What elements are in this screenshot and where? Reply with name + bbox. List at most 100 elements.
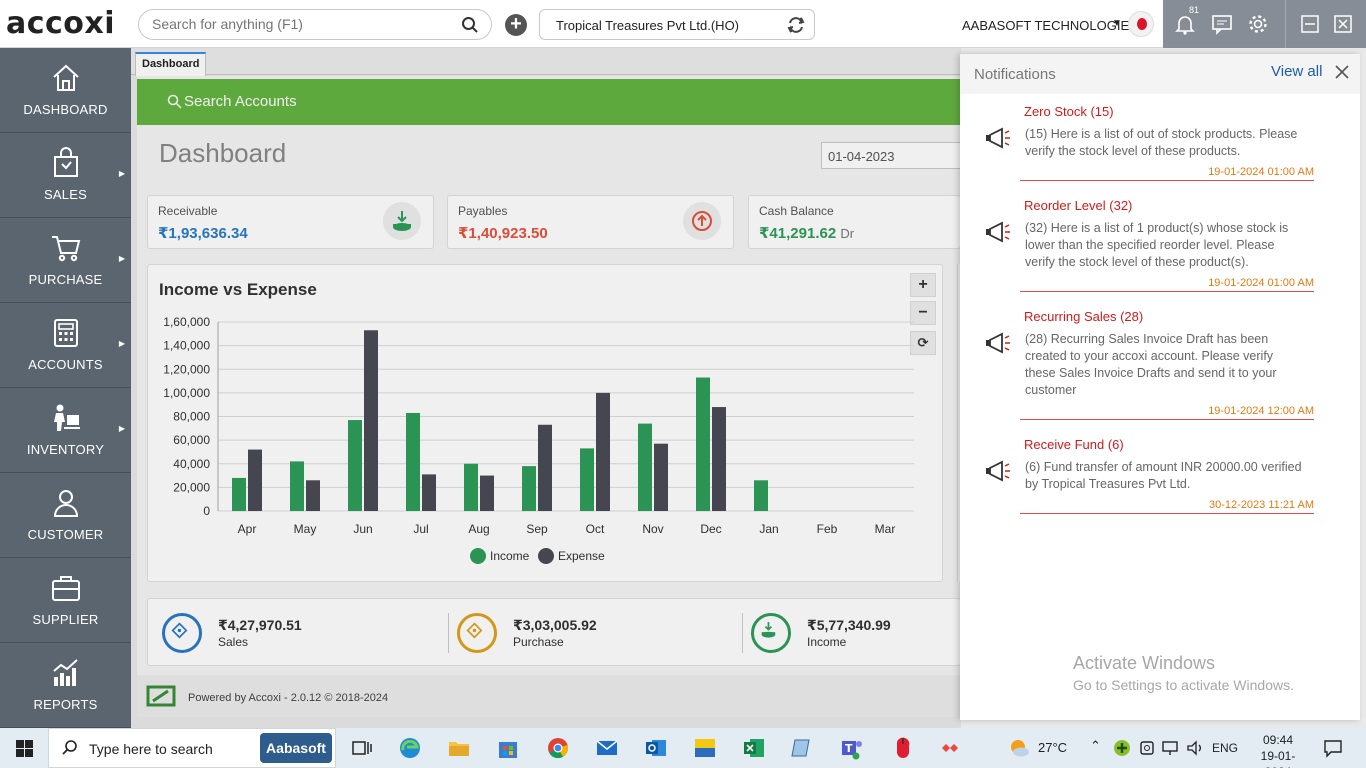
bar-income-jan (754, 480, 768, 511)
bar-expense-oct (596, 392, 610, 511)
windows-start-icon[interactable] (16, 740, 33, 757)
sidebar-item-sales[interactable]: SALES ▶ (0, 133, 131, 218)
sidebar-item-accounts[interactable]: ACCOUNTS ▶ (0, 303, 131, 388)
search-icon (167, 94, 182, 109)
payables-card[interactable]: Payables ₹1,40,923.50 (447, 195, 734, 249)
bar-expense-nov (654, 443, 668, 511)
sidebar-item-label: PURCHASE (28, 272, 103, 287)
briefcase-icon (52, 576, 80, 601)
x-tick-label: May (294, 522, 317, 536)
chevron-right-icon: ▶ (118, 169, 125, 178)
sidebar-item-purchase[interactable]: PURCHASE ▶ (0, 218, 131, 303)
notification-panel: Notifications View all Zero Stock (15) (… (960, 54, 1360, 720)
view-all-link[interactable]: View all (1271, 63, 1323, 80)
powerbi-icon[interactable] (693, 736, 717, 760)
purchase-total: ₹3,03,005.92 (513, 617, 597, 633)
weather-icon[interactable] (1008, 737, 1030, 759)
notification-item-time: 19-01-2024 01:00 AM (1020, 277, 1314, 292)
sidebar-item-dashboard[interactable]: DASHBOARD (0, 48, 131, 133)
task-view-icon[interactable] (350, 736, 374, 760)
sidebar-item-label: CUSTOMER (27, 527, 104, 542)
aabasoft-app[interactable]: Aabasoft (260, 733, 332, 763)
sidebar-item-inventory[interactable]: INVENTORY ▶ (0, 388, 131, 473)
x-tick-label: Nov (642, 522, 663, 536)
purchase-icon (457, 613, 497, 653)
top-bar: accoxi + Tropical Treasures Pvt Ltd.(HO)… (0, 0, 1366, 48)
chevron-up-icon[interactable]: ⌃ (1090, 738, 1101, 753)
notification-item-title: Recurring Sales (28) (1024, 309, 1144, 324)
edge-browser-icon[interactable] (398, 736, 422, 760)
user-icon (53, 490, 79, 517)
mouse-app-icon[interactable] (889, 736, 913, 760)
y-tick-label: 60,000 (173, 433, 210, 447)
clock[interactable]: 09:44 19-01-2024 (1250, 732, 1306, 768)
excel-icon[interactable] (742, 736, 766, 760)
chat-icon[interactable] (1211, 13, 1233, 35)
gear-icon[interactable] (1247, 13, 1269, 35)
payables-value: ₹1,40,923.50 (458, 225, 548, 242)
search-accounts-bar[interactable]: Search Accounts (137, 79, 961, 125)
search-icon[interactable] (461, 16, 479, 34)
store-icon[interactable] (496, 736, 520, 760)
income-expense-chart: Income vs Expense + − ⟳ 0 20,000 40,000 60,… (147, 264, 943, 582)
top-right-actions (1163, 0, 1366, 48)
bell-icon[interactable] (1174, 13, 1196, 35)
y-tick-label: 20,000 (173, 480, 210, 494)
purchase-label: Purchase (513, 635, 564, 649)
notification-item-time: 30-12-2023 11:21 AM (1020, 499, 1314, 514)
sidebar-item-supplier[interactable]: SUPPLIER (0, 558, 131, 643)
sync-icon[interactable] (786, 15, 806, 35)
date-from-input[interactable]: 01-04-2023 (821, 142, 961, 169)
accoxi-logo[interactable]: accoxi (6, 6, 116, 41)
volume-icon[interactable] (1186, 739, 1204, 757)
temperature: 27°C (1038, 740, 1068, 755)
receivable-card[interactable]: Receivable ₹1,93,636.34 (147, 195, 434, 249)
outlook-icon[interactable] (644, 736, 668, 760)
notification-title: Notifications (974, 66, 1056, 83)
camera-icon[interactable] (1138, 739, 1156, 757)
sidebar-item-label: REPORTS (33, 697, 98, 712)
bar-income-aug (464, 463, 478, 511)
close-icon[interactable] (1332, 13, 1354, 35)
receivable-label: Receivable (158, 204, 218, 218)
avatar[interactable] (1128, 11, 1154, 37)
global-search[interactable] (138, 9, 492, 40)
notepad-icon[interactable] (790, 736, 814, 760)
action-center-icon[interactable] (1323, 738, 1343, 758)
tab-dashboard[interactable]: Dashboard (135, 52, 207, 76)
zoom-reset-button[interactable]: ⟳ (910, 331, 936, 355)
teams-icon[interactable]: T (840, 736, 864, 760)
organization-name[interactable]: AABASOFT TECHNOLOGIES (962, 18, 1138, 33)
cash-balance-label: Cash Balance (759, 204, 834, 218)
sidebar-item-reports[interactable]: REPORTS (0, 643, 131, 728)
bar-expense-jul (422, 474, 436, 511)
bar-expense-dec (712, 407, 726, 511)
x-tick-label: Feb (817, 522, 838, 536)
global-search-input[interactable] (152, 16, 452, 32)
language-indicator[interactable]: ENG (1212, 741, 1239, 755)
add-new-button[interactable]: + (505, 14, 527, 36)
sidebar-item-label: INVENTORY (26, 442, 105, 457)
payables-label: Payables (458, 204, 508, 218)
y-tick-label: 1,20,000 (163, 362, 210, 376)
anydesk-icon[interactable] (938, 736, 962, 760)
network-icon[interactable] (1162, 739, 1180, 757)
legend-marker-income (470, 548, 486, 564)
bar-income-may (290, 461, 304, 511)
legend-label-expense: Expense (558, 549, 605, 563)
chevron-right-icon: ▶ (118, 254, 125, 263)
zoom-in-button[interactable]: + (910, 273, 936, 297)
file-explorer-icon[interactable] (447, 736, 471, 760)
sidebar-item-customer[interactable]: CUSTOMER (0, 473, 131, 558)
minimize-icon[interactable] (1299, 13, 1321, 35)
cash-balance-card[interactable]: Cash Balance ₹41,291.62 Dr (748, 195, 961, 249)
close-icon[interactable] (1334, 64, 1350, 80)
bar-income-dec (696, 377, 710, 511)
company-selector[interactable]: Tropical Treasures Pvt Ltd.(HO) (539, 9, 815, 40)
mail-icon[interactable] (595, 736, 619, 760)
tray-app-icon[interactable] (1113, 739, 1131, 757)
chrome-icon[interactable] (546, 736, 570, 760)
x-tick-label: Apr (238, 522, 257, 536)
zoom-out-button[interactable]: − (910, 301, 936, 325)
chevron-down-icon[interactable]: ▼ (1112, 18, 1122, 29)
